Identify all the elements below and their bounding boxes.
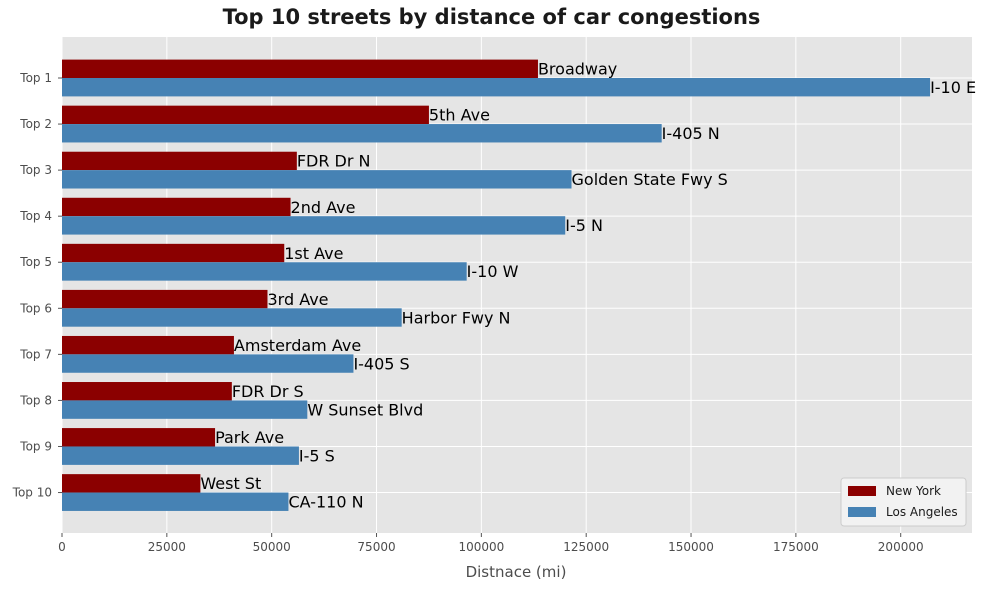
y-tick-label: Top 8 (19, 393, 52, 407)
bar-label: West St (200, 474, 261, 493)
bar-label: 1st Ave (284, 244, 343, 263)
bar-label: W Sunset Blvd (307, 400, 423, 419)
bar-los-angeles (62, 400, 308, 419)
legend-swatch (848, 486, 876, 496)
bar-label: I-5 S (299, 446, 335, 465)
y-tick-label: Top 9 (19, 439, 52, 453)
bar-new-york (62, 335, 234, 355)
bar-new-york (62, 105, 429, 125)
x-tick-label: 125000 (563, 540, 609, 554)
x-tick-label: 150000 (668, 540, 714, 554)
bar-label: Park Ave (215, 428, 284, 447)
bar-label: FDR Dr N (297, 152, 371, 171)
bar-los-angeles (62, 262, 467, 281)
x-axis-label: Distnace (mi) (466, 563, 567, 581)
y-tick-label: Top 2 (19, 117, 52, 131)
x-tick-label: 0 (58, 540, 66, 554)
y-tick-label: Top 5 (19, 255, 52, 269)
bar-los-angeles (62, 170, 572, 189)
bar-label: I-10 E (930, 78, 976, 97)
y-tick-label: Top 1 (19, 71, 52, 85)
x-tick-label: 100000 (458, 540, 504, 554)
bar-label: CA-110 N (288, 493, 363, 512)
y-tick-label: Top 3 (19, 163, 52, 177)
bar-label: 2nd Ave (291, 198, 356, 217)
bar-label: 5th Ave (429, 106, 490, 125)
bar-new-york (62, 428, 216, 447)
x-tick-label: 50000 (253, 540, 291, 554)
bar-los-angeles (62, 78, 931, 97)
bar-los-angeles (62, 124, 662, 143)
bar-label: I-10 W (467, 262, 519, 281)
bar-label: FDR Dr S (232, 382, 304, 401)
bar-new-york (62, 289, 268, 309)
x-tick-label: 25000 (148, 540, 186, 554)
legend-label: New York (886, 484, 941, 498)
bar-label: I-405 S (353, 354, 409, 373)
bar-new-york (62, 59, 538, 78)
bar-los-angeles (62, 354, 354, 373)
bar-label: Harbor Fwy N (402, 308, 511, 327)
bar-new-york (62, 197, 291, 217)
legend-label: Los Angeles (886, 505, 958, 519)
bar-los-angeles (62, 492, 289, 511)
bar-label: Amsterdam Ave (234, 336, 361, 355)
bar-label: 3rd Ave (267, 290, 328, 309)
x-tick-label: 75000 (357, 540, 395, 554)
x-tick-label: 175000 (773, 540, 819, 554)
legend-swatch (848, 507, 876, 517)
bar-label: I-405 N (662, 124, 720, 143)
y-tick-label: Top 10 (12, 486, 52, 500)
bar-los-angeles (62, 308, 402, 327)
bar-los-angeles (62, 216, 566, 235)
bar-los-angeles (62, 446, 299, 465)
bar-label: Golden State Fwy S (572, 170, 728, 189)
y-tick-label: Top 4 (19, 209, 52, 223)
x-tick-label: 200000 (878, 540, 924, 554)
bar-new-york (62, 151, 297, 171)
y-tick-label: Top 6 (19, 301, 52, 315)
bar-label: Broadway (538, 60, 617, 79)
bar-new-york (62, 382, 232, 401)
bar-label: I-5 N (565, 216, 603, 235)
chart-title: Top 10 streets by distance of car conges… (222, 5, 761, 29)
y-tick-label: Top 7 (19, 347, 52, 361)
bar-new-york (62, 243, 285, 263)
bar-new-york (62, 474, 201, 493)
